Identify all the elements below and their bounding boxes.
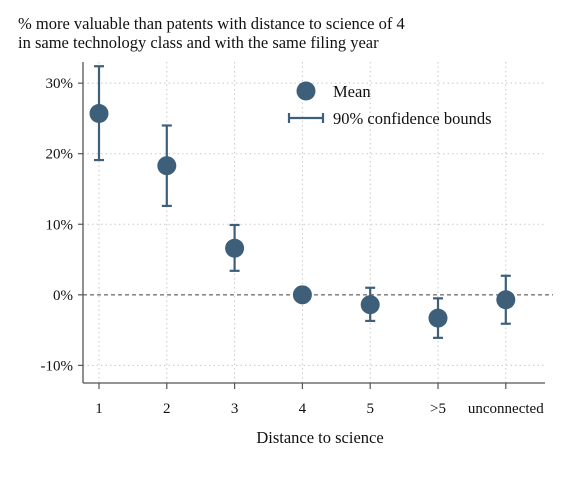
x-tick-label: >5 bbox=[430, 401, 446, 417]
x-tick-label: 5 bbox=[366, 401, 374, 417]
y-tick-label: 0% bbox=[53, 288, 73, 304]
x-tick-label: unconnected bbox=[468, 401, 544, 417]
mean-marker bbox=[496, 290, 515, 309]
mean-marker bbox=[429, 309, 448, 328]
mean-marker bbox=[157, 156, 176, 175]
x-tick-label: 2 bbox=[163, 401, 171, 417]
x-tick-label: 3 bbox=[231, 401, 239, 417]
x-tick-label: 1 bbox=[95, 401, 103, 417]
legend-mean-marker bbox=[297, 82, 316, 101]
mean-marker bbox=[225, 239, 244, 258]
y-tick-label: -10% bbox=[41, 358, 74, 374]
x-axis-label: Distance to science bbox=[256, 428, 383, 447]
mean-marker bbox=[361, 295, 380, 314]
y-tick-label: 10% bbox=[46, 217, 74, 233]
mean-marker bbox=[90, 104, 109, 123]
mean-marker bbox=[293, 285, 312, 304]
y-tick-label: 20% bbox=[46, 147, 74, 163]
legend-ci-symbol bbox=[289, 113, 323, 123]
legend-ci-label: 90% confidence bounds bbox=[333, 109, 492, 128]
y-tick-label: 30% bbox=[46, 76, 74, 92]
x-tick-label: 4 bbox=[299, 401, 307, 417]
legend-mean-label: Mean bbox=[333, 82, 371, 101]
legend: Mean 90% confidence bounds bbox=[289, 82, 492, 129]
